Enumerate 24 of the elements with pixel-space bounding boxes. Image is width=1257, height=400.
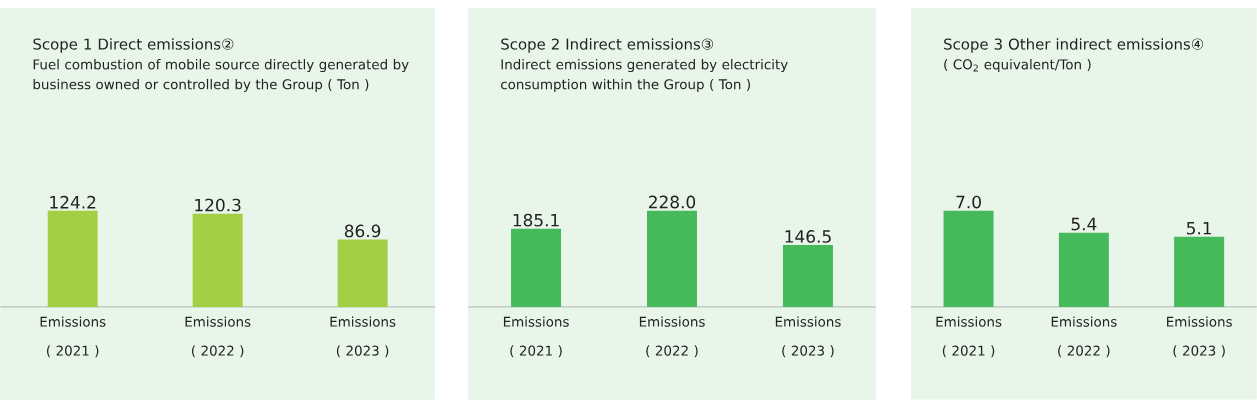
chart-title: Scope 3 Other indirect emissions④: [944, 38, 1204, 53]
chart-title: Scope 1 Direct emissions②: [33, 38, 234, 53]
category-label: Emissions ( 2022 ): [185, 316, 251, 358]
data-label: 124.2: [50, 195, 96, 209]
data-label: 7.0: [956, 195, 981, 209]
category-label: Emissions ( 2023 ): [775, 316, 841, 358]
category-label: Emissions ( 2022 ): [1051, 316, 1117, 358]
category-label: Emissions ( 2021 ): [40, 316, 106, 358]
data-label: 185.1: [513, 213, 559, 227]
data-label: 120.3: [195, 198, 241, 212]
data-label: 5.1: [1186, 222, 1212, 235]
category-label: Emissions ( 2023 ): [330, 316, 396, 358]
category-label: Emissions ( 2021 ): [503, 316, 569, 358]
data-label: 146.5: [785, 230, 831, 243]
data-label: 228.0: [648, 195, 696, 209]
category-label: Emissions ( 2023 ): [1167, 316, 1232, 358]
data-label: 86.9: [344, 224, 381, 238]
chart-subtitle: ( CO$_{2}$ equivalent/Ton ): [944, 59, 1091, 73]
chart-subtitle: Fuel combustion of mobile source directly generated by business owned or controlled by the Group ( Ton ): [33, 59, 409, 93]
category-label: Emissions ( 2022 ): [639, 316, 705, 358]
data-label: 5.4: [1071, 217, 1097, 231]
chart-subtitle: Indirect emissions generated by electricity consumption within the Group ( Ton ): [500, 59, 788, 93]
category-label: Emissions ( 2021 ): [936, 316, 1002, 358]
chart-title: Scope 2 Indirect emissions③: [501, 38, 714, 53]
